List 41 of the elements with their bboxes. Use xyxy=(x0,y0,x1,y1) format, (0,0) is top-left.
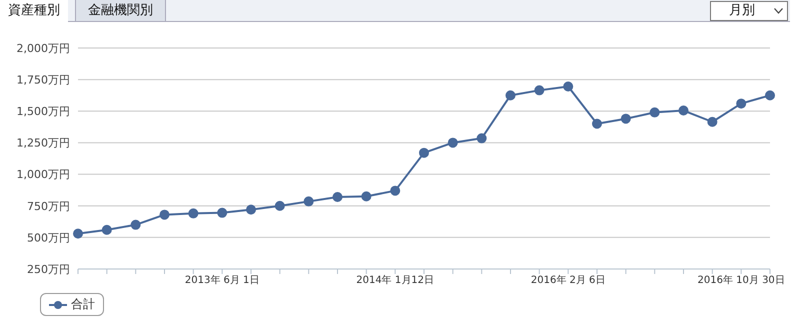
legend-label: 合計 xyxy=(71,296,95,313)
y-tick-label: 500万円 xyxy=(27,231,70,244)
y-tick-label: 1,500万円 xyxy=(16,105,70,118)
point xyxy=(707,116,718,127)
y-tick-label: 750万円 xyxy=(27,200,70,213)
point xyxy=(102,224,112,235)
point xyxy=(217,208,228,218)
point xyxy=(650,107,660,118)
point xyxy=(476,133,487,144)
x-tick-label: 2013年 6月 1日 xyxy=(184,274,260,286)
point xyxy=(188,208,198,218)
point xyxy=(274,200,285,211)
point xyxy=(506,90,516,100)
y-tick-label: 1,750万円 xyxy=(16,73,70,86)
text: 金融機関別 xyxy=(75,0,166,21)
text: 月別 xyxy=(729,2,755,20)
point xyxy=(130,220,141,230)
y-tick-label: 1,000万円 xyxy=(16,168,70,182)
point xyxy=(448,138,458,148)
text: 資産種別 xyxy=(0,0,68,22)
point xyxy=(563,82,574,92)
y-tick-label: 250万円 xyxy=(27,262,70,276)
x-tick-label: 2016年 2月 6日 xyxy=(530,274,606,286)
x-tick-label: 2014年 1月12日 xyxy=(356,274,434,286)
point xyxy=(419,148,429,158)
point xyxy=(592,118,602,129)
point xyxy=(390,186,400,196)
point xyxy=(765,90,775,100)
point xyxy=(361,191,372,202)
point xyxy=(534,85,544,96)
point xyxy=(73,228,83,239)
point xyxy=(304,196,314,206)
y-tick-label: 1,250万円 xyxy=(16,136,70,150)
point xyxy=(620,114,631,124)
point xyxy=(678,106,688,116)
point xyxy=(332,192,342,202)
x-tick-label: 2016年 10月 30日 xyxy=(698,274,785,286)
y-tick-label: 2,000万円 xyxy=(16,42,70,55)
point xyxy=(736,98,746,109)
point xyxy=(160,210,170,220)
point xyxy=(246,204,256,215)
